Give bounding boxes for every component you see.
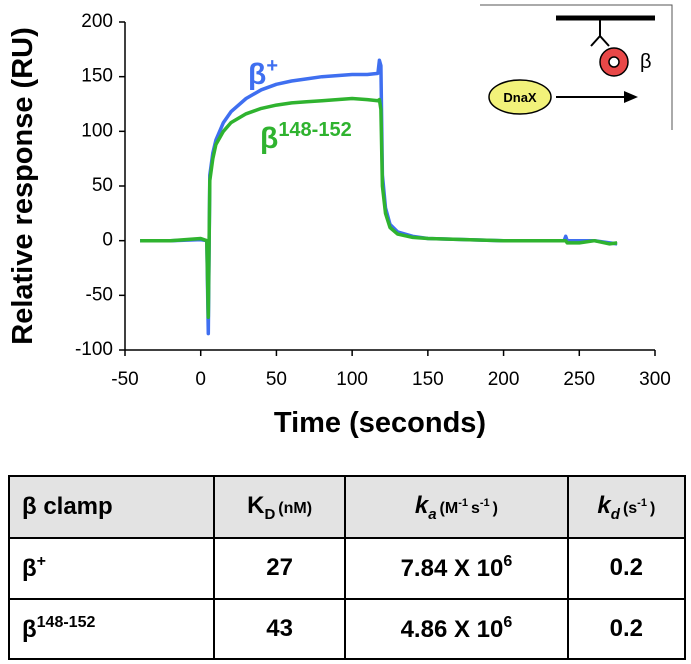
table-cell: 0.2 (566, 537, 687, 600)
cell-text: a (428, 505, 437, 523)
cell-text: (s (622, 499, 638, 517)
cell-text: 148-152 (36, 613, 96, 631)
y-tick-label: 50 (92, 175, 113, 196)
clamp-hole (608, 56, 620, 68)
series-label-text: β (248, 58, 266, 91)
cell-text: 27 (266, 554, 293, 582)
cell-text: ) (492, 499, 498, 517)
table-cell: β clamp (7, 474, 216, 540)
series-label-sup: + (266, 55, 278, 77)
table-cell: β148-152 (7, 597, 216, 661)
table-cell: 0.2 (566, 597, 687, 661)
clamp-label: β (640, 51, 652, 73)
y-tick-label: 150 (81, 66, 113, 87)
x-axis-label: Time (seconds) (274, 407, 486, 439)
series-label-sup: 148-152 (278, 119, 351, 141)
cell-text: 0.2 (609, 554, 644, 582)
cell-text: 0.2 (609, 614, 644, 642)
x-tick-label: 50 (266, 369, 287, 390)
cell-text: ) (649, 499, 656, 517)
arrow-head (624, 91, 638, 103)
cell-text: β (22, 615, 37, 643)
cell-text: (M (439, 499, 459, 517)
table-cell: 4.86 X 106 (344, 597, 569, 661)
series-line (140, 96, 618, 319)
chart: Time (seconds) Relative response (RU) β … (7, 4, 673, 439)
cell-text: -1 (458, 496, 468, 509)
kinetics-table: β clamp KD (nM) ka (M-1 s-1) kd (s-1) β+ 27 7.84 X… (7, 474, 687, 661)
y-tick-label: 100 (81, 120, 113, 141)
x-tick-label: 250 (563, 369, 595, 390)
cell-text: + (36, 553, 46, 571)
cell-text: 6 (503, 613, 513, 631)
antibody (590, 18, 610, 47)
series-label: β148-152 (260, 119, 352, 155)
y-tick-label: 0 (102, 230, 113, 251)
cell-text: k (414, 491, 429, 519)
x-tick-label: 100 (336, 369, 368, 390)
series-label: β+ (248, 55, 278, 91)
cell-text: s (470, 499, 480, 517)
x-tick-label: 150 (412, 369, 444, 390)
table-cell: 7.84 X 106 (344, 537, 569, 600)
series-label-text: β (260, 122, 278, 155)
y-tick-label: 200 (81, 11, 113, 32)
x-tick-label: 0 (195, 369, 206, 390)
cell-text: k (597, 491, 611, 519)
x-tick-label: -50 (111, 369, 138, 390)
inset: β DnaX (480, 4, 673, 130)
table-row: β+ 27 7.84 X 106 0.2 (7, 537, 687, 600)
inset-frame (480, 4, 673, 130)
table-cell: β+ (7, 537, 216, 600)
y-tick-label: -100 (75, 339, 113, 360)
cell-text: 4.86 X 10 (400, 615, 504, 643)
table-cell: kd (s-1) (566, 474, 687, 540)
cell-text: d (610, 505, 620, 523)
y-tick-label: -50 (86, 284, 113, 305)
cell-text: K (247, 491, 265, 519)
x-tick-label: 300 (639, 369, 671, 390)
cell-text: D (264, 505, 276, 523)
table-cell: ka (M-1 s-1) (344, 474, 569, 540)
cell-text: 43 (266, 614, 293, 642)
cell-text: β clamp (22, 493, 113, 521)
dnax-shape (488, 79, 552, 115)
table-cell: KD (nM) (213, 474, 347, 540)
cell-text: 7.84 X 10 (400, 555, 504, 583)
table-row: β148-152 43 4.86 X 106 0.2 (7, 597, 687, 661)
cell-text: β (22, 555, 37, 583)
cell-text: (nM) (278, 499, 313, 517)
table-cell: 43 (213, 597, 347, 661)
cell-text: 6 (503, 553, 513, 571)
dnax-label: DnaX (503, 90, 537, 105)
cell-text: -1 (637, 496, 647, 509)
header-row: β clamp KD (nM) ka (M-1 s-1) kd (s-1) (7, 474, 687, 540)
cell-text: -1 (479, 496, 490, 509)
table-cell: 27 (213, 537, 347, 600)
x-tick-label: 200 (488, 369, 520, 390)
y-axis-label: Relative response (RU) (7, 27, 39, 345)
